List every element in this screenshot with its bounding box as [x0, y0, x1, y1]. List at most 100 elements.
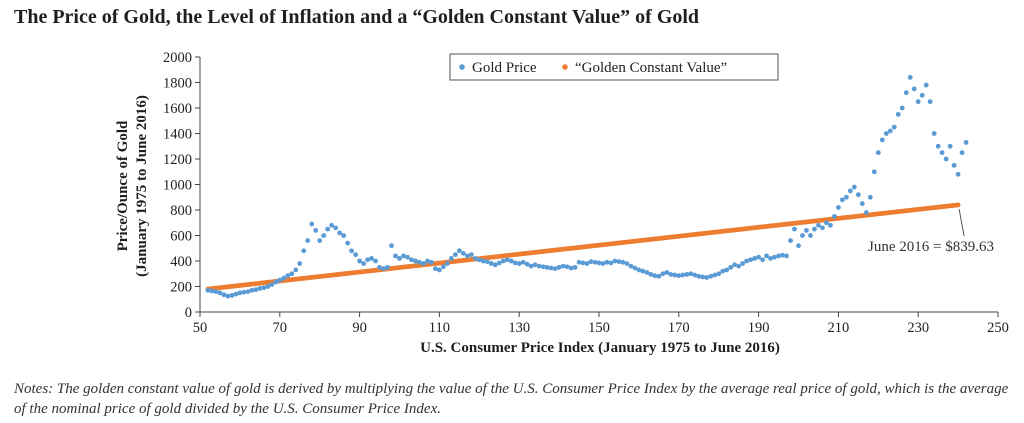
gold-price-point [249, 287, 255, 293]
gold-price-point [696, 273, 702, 279]
x-tick-label: 230 [907, 320, 929, 336]
gold-price-point [401, 253, 406, 259]
gold-price-point [417, 259, 422, 265]
gold-price-point [381, 266, 386, 272]
gold-price-point [544, 264, 550, 270]
gold-price-point [680, 272, 686, 278]
gold-price-point [620, 259, 626, 265]
golden-constant-series [205, 202, 961, 292]
gold-price-point [500, 258, 506, 264]
gold-price-point [724, 267, 730, 273]
gold-price-point [712, 272, 718, 278]
gold-price-point [596, 260, 602, 266]
gold-price-point [512, 260, 518, 266]
gold-price-point [440, 264, 446, 270]
gold-price-point [353, 252, 359, 258]
gold-price-point [464, 253, 470, 259]
gold-price-point [397, 256, 402, 261]
gold-price-point [808, 233, 813, 238]
x-tick-label: 150 [588, 320, 610, 336]
gold-price-point [636, 267, 642, 273]
gold-price-point [600, 261, 606, 266]
gold-price-point [744, 258, 750, 264]
gold-price-point [644, 270, 650, 275]
gold-price-point [293, 267, 299, 273]
gold-price-point [931, 131, 937, 136]
gold-price-point [704, 275, 710, 280]
gold-price-point [564, 264, 570, 270]
gold-price-point [708, 273, 714, 279]
gold-price-point [309, 221, 315, 227]
gold-price-point [859, 201, 865, 207]
gold-price-point [225, 293, 231, 299]
x-ticks: 50 70 90 110 130 150 170 190 210 230 250 [193, 312, 1009, 336]
gold-price-point [776, 253, 781, 259]
gold-price-point [871, 169, 877, 175]
gold-price-point [955, 171, 961, 177]
gold-price-point [425, 258, 430, 264]
gold-price-point [532, 262, 538, 268]
gold-price-point [752, 256, 758, 261]
gold-price-point [568, 265, 574, 271]
gold-price-point [285, 273, 291, 279]
gold-price-point [612, 258, 618, 264]
gold-price-point [229, 293, 235, 298]
y-tick-label: 600 [170, 229, 192, 245]
axes [199, 57, 998, 313]
gold-price-point [740, 261, 746, 266]
gold-price-point [520, 259, 526, 265]
gold-price-point [899, 105, 905, 111]
gold-price-point [337, 230, 343, 236]
gold-price-point [409, 257, 414, 263]
gold-price-point [289, 271, 295, 277]
gold-price-point [836, 205, 841, 210]
gold-price-point [341, 233, 347, 238]
x-tick-label: 130 [508, 320, 530, 336]
gold-price-point [524, 261, 530, 267]
gold-price-point [828, 222, 833, 228]
y-axis-label-sub: (January 1975 to June 2016) [134, 95, 150, 277]
gold-price-point [843, 194, 849, 200]
gold-price-point [764, 253, 769, 259]
gold-price-point [472, 256, 478, 261]
gold-price-point [648, 271, 654, 277]
gold-price-point [329, 222, 335, 228]
gold-price-point [389, 243, 394, 249]
gold-price-point [508, 258, 514, 264]
gold-price-point [796, 243, 801, 249]
gold-price-point [816, 222, 821, 228]
chart: 50 70 90 110 130 150 170 190 210 230 250 0 200 400 60… [115, 50, 1009, 356]
gold-price-point [720, 268, 726, 274]
gold-price-point [460, 250, 466, 256]
gold-price-point [668, 271, 674, 277]
gold-price-point [867, 194, 873, 200]
gold-price-point [732, 262, 738, 268]
gold-price-point [405, 254, 410, 260]
gold-price-point [213, 289, 219, 294]
y-tick-label: 1600 [163, 101, 192, 117]
gold-price-point [812, 226, 817, 232]
gold-price-point [780, 252, 785, 258]
gold-price-point [277, 277, 283, 283]
gold-price-point [349, 248, 355, 254]
gold-price-point [943, 156, 949, 162]
gold-price-point [205, 287, 211, 293]
gold-price-point [297, 261, 303, 266]
gold-price-point [676, 273, 682, 279]
gold-price-point [321, 233, 327, 238]
gold-price-point [361, 261, 366, 266]
gold-price-point [875, 150, 881, 156]
gold-price-point [947, 143, 953, 149]
x-tick-label: 110 [429, 320, 450, 336]
gold-price-point [728, 264, 734, 270]
gold-price-point [855, 192, 861, 198]
gold-price-point [257, 286, 263, 291]
gold-price-point [672, 272, 678, 278]
gold-price-point [919, 92, 925, 98]
gold-price-point [373, 258, 378, 264]
gold-price-point [480, 258, 486, 264]
gold-price-point [456, 248, 462, 254]
gold-price-point [576, 259, 582, 265]
gold-price-point [692, 272, 698, 278]
x-tick-label: 90 [352, 320, 367, 336]
